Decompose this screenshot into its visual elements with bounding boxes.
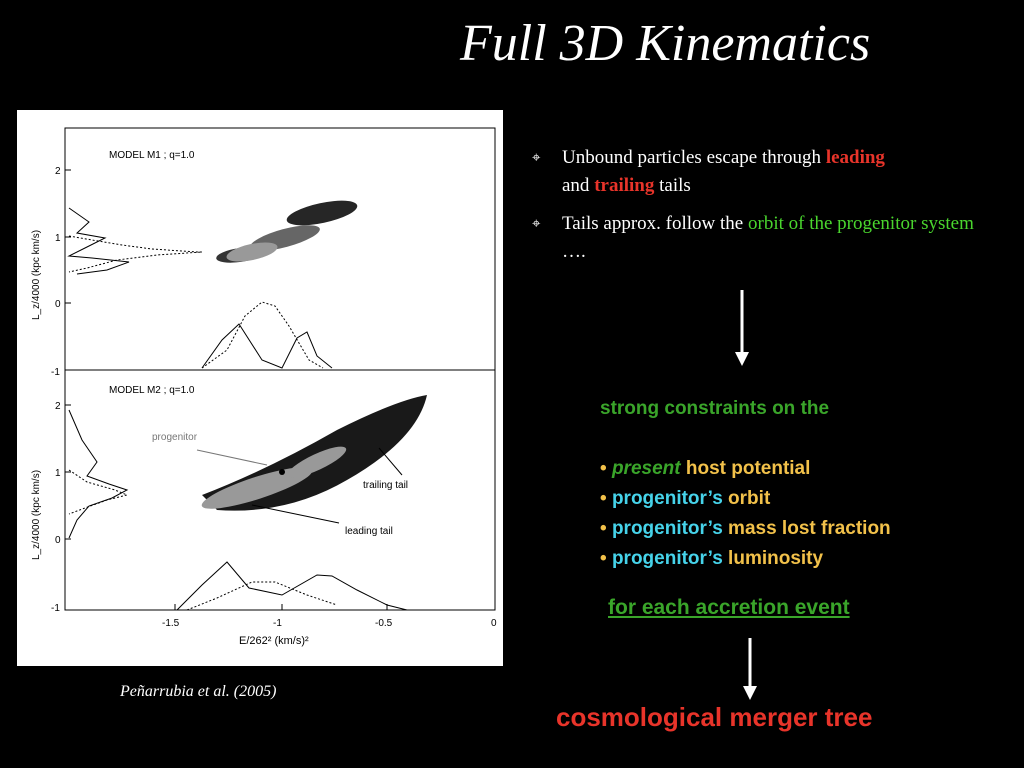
ytick-bottom-0: 0 (55, 535, 61, 546)
constraints-heading: strong constraints on the (600, 398, 830, 419)
constraint-prefix: progenitor’s (611, 548, 723, 569)
panel1-label: MODEL M1 ; q=1.0 (109, 150, 195, 161)
down-arrow-icon (743, 638, 757, 700)
accretion-event-link: for each accretion event (608, 596, 850, 619)
ylabel-top: L_z/4000 (kpc km/s) (31, 230, 42, 320)
ytick-bottom-2: 2 (55, 401, 61, 412)
bullet-1-post: tails (654, 175, 691, 196)
constraint-item: • progenitor’s orbit (600, 488, 771, 509)
trailing-tail-label: trailing tail (363, 480, 408, 491)
constraint-prefix: progenitor’s (611, 518, 723, 539)
bullet-1-and: and (562, 175, 595, 196)
bullet-1: ⌖ Unbound particles escape through leadi… (532, 144, 1002, 200)
figure-caption: Peñarrubia et al. (2005) (120, 683, 277, 700)
constraint-prefix: present (611, 458, 681, 479)
xlabel: E/262² (km/s)² (239, 635, 309, 647)
xtick-m0.5: -0.5 (375, 618, 393, 629)
panel-top-frame (64, 127, 496, 371)
xtick-0: 0 (491, 618, 497, 629)
ytick-top-1: 1 (55, 233, 61, 244)
constraint-item: • present host potential (600, 458, 811, 479)
bullet-marker-icon: ⌖ (532, 216, 541, 232)
down-arrow-icon (735, 290, 749, 366)
panel-bottom-frame (64, 369, 496, 611)
constraints-block: strong constraints on the • present host… (600, 394, 891, 574)
bullet-list: ⌖ Unbound particles escape through leadi… (532, 144, 1002, 276)
bullet-2-post: …. (562, 241, 586, 262)
scatter-figure: 2 1 0 -1 2 1 0 -1 -1.5 -1 -0.5 0 E/262² … (17, 110, 503, 666)
constraint-item: • progenitor’s luminosity (600, 548, 824, 569)
panel2-label: MODEL M2 ; q=1.0 (109, 385, 195, 396)
ytick-top-2: 2 (55, 166, 61, 177)
constraint-suffix: luminosity (722, 548, 824, 569)
xtick-m1.5: -1.5 (162, 618, 180, 629)
yticks-top: 2 1 0 -1 (51, 166, 61, 378)
ytick-top-m1: -1 (51, 367, 60, 378)
bullet-1-pre: Unbound particles escape through (562, 147, 826, 168)
constraint-suffix: orbit (722, 488, 771, 509)
bullet-2-pre: Tails approx. follow the (562, 213, 748, 234)
ytick-bottom-m1: -1 (51, 603, 60, 614)
ylabel-bottom: L_z/4000 (kpc km/s) (31, 470, 42, 560)
scatter-top (216, 200, 358, 263)
progenitor-label: progenitor (152, 432, 198, 443)
constraint-suffix: host potential (680, 458, 811, 479)
constraint-suffix: mass lost fraction (722, 518, 891, 539)
yticks-bottom: 2 1 0 -1 (51, 401, 61, 614)
scatter-bottom (201, 395, 427, 511)
merger-tree-text: cosmological merger tree (556, 702, 873, 732)
bullet-1-trailing: trailing (594, 175, 655, 196)
bullet-marker-icon: ⌖ (532, 150, 541, 166)
constraint-item: • progenitor’s mass lost fraction (600, 518, 891, 539)
bullet-1-leading: leading (825, 147, 885, 168)
leading-tail-label: leading tail (345, 526, 393, 537)
bullet-2-green: orbit of the progenitor system (748, 213, 974, 234)
slide-title: Full 3D Kinematics (460, 15, 871, 72)
ytick-bottom-1: 1 (55, 468, 61, 479)
ytick-top-0: 0 (55, 299, 61, 310)
xtick-m1: -1 (273, 618, 282, 629)
xticks: -1.5 -1 -0.5 0 (162, 618, 497, 629)
bullet-2: ⌖ Tails approx. follow the orbit of the … (532, 210, 1002, 266)
constraint-prefix: progenitor’s (611, 488, 723, 509)
